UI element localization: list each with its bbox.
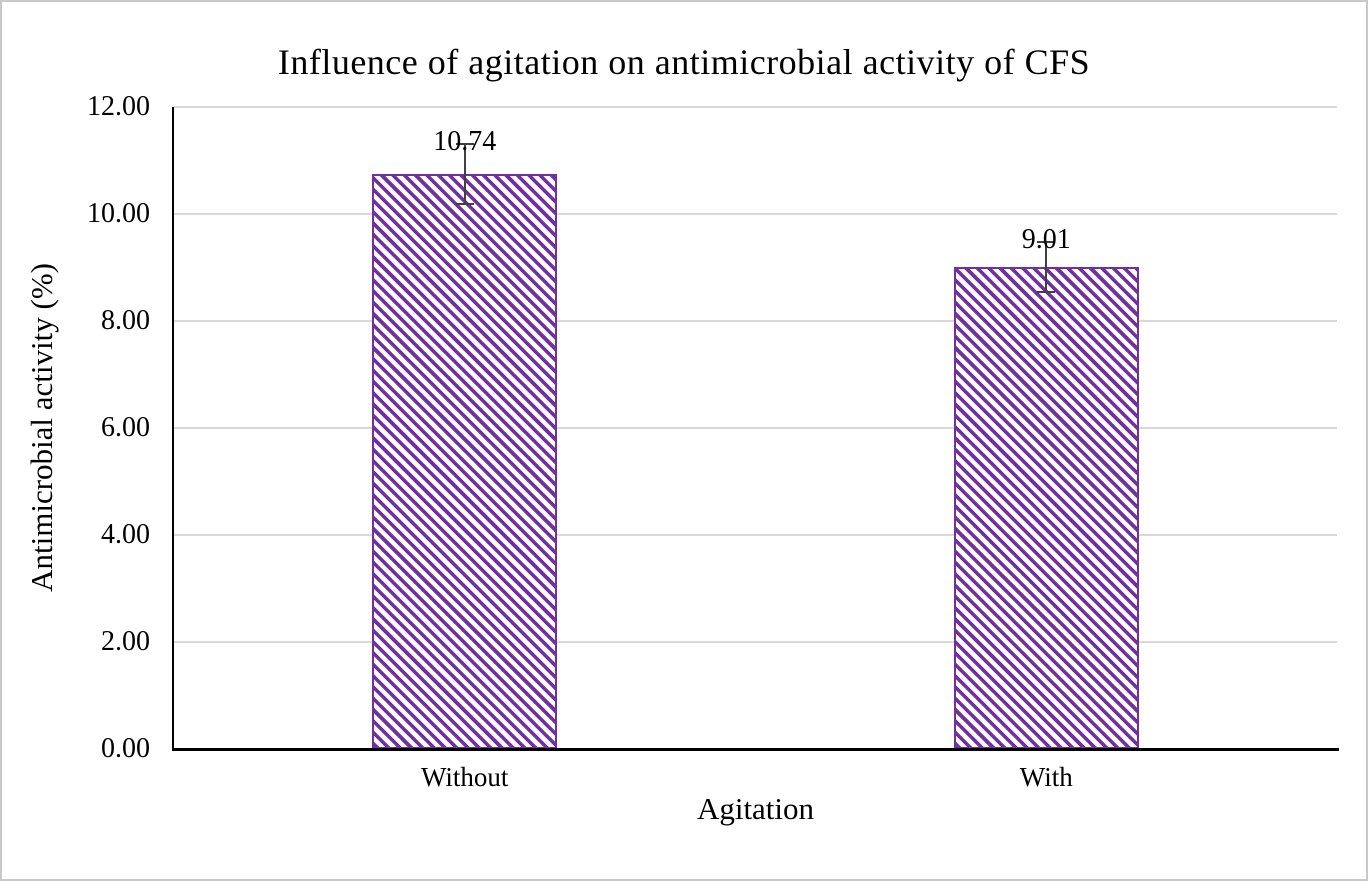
x-axis-title: Agitation (696, 791, 815, 826)
error-bar (463, 144, 466, 205)
y-tick-label: 12.00 (87, 91, 150, 122)
y-tick-label: 8.00 (101, 305, 150, 336)
data-label: 9.01 (1021, 224, 1071, 256)
y-axis-line (172, 107, 174, 751)
y-tick-label: 4.00 (101, 519, 150, 550)
y-tick-label: 10.00 (87, 198, 150, 229)
gridline (174, 320, 1337, 322)
error-bar-cap (455, 143, 474, 146)
gridline (174, 641, 1337, 643)
y-tick-label: 0.00 (101, 733, 150, 764)
error-bar-cap (1037, 241, 1056, 244)
gridline (174, 106, 1337, 108)
gridline (174, 534, 1337, 536)
x-category-label: With (1019, 762, 1073, 792)
plot-area (174, 106, 1337, 749)
error-bar-cap (455, 203, 474, 206)
y-tick-label: 6.00 (101, 412, 150, 443)
error-bar (1045, 242, 1048, 292)
error-bar-cap (1037, 290, 1056, 293)
x-category-label: Without (421, 762, 509, 792)
chart-title: Influence of agitation on antimicrobial … (277, 42, 1091, 82)
gridline (174, 213, 1337, 215)
bar-without (372, 174, 558, 749)
bar-with (953, 266, 1139, 749)
y-tick-label: 2.00 (101, 626, 150, 657)
data-label: 10.74 (433, 126, 497, 158)
gridline (174, 427, 1337, 429)
x-axis-line (172, 748, 1339, 751)
